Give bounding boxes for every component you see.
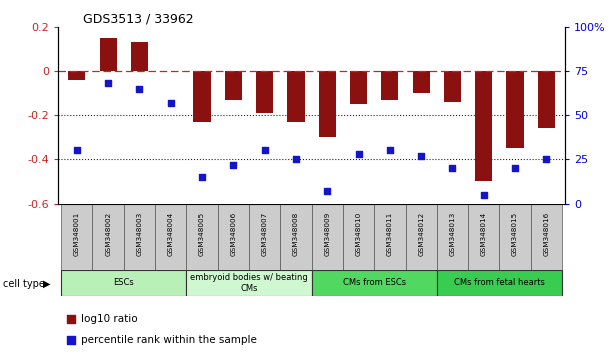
Text: percentile rank within the sample: percentile rank within the sample bbox=[81, 335, 257, 345]
FancyBboxPatch shape bbox=[374, 204, 406, 271]
FancyBboxPatch shape bbox=[92, 204, 124, 271]
FancyBboxPatch shape bbox=[499, 204, 531, 271]
Text: GSM348005: GSM348005 bbox=[199, 212, 205, 256]
Text: ESCs: ESCs bbox=[114, 278, 134, 287]
Bar bbox=[475, 71, 492, 181]
Bar bbox=[131, 42, 148, 71]
Text: GSM348012: GSM348012 bbox=[418, 212, 424, 256]
Text: GSM348008: GSM348008 bbox=[293, 212, 299, 256]
Bar bbox=[225, 71, 242, 99]
Text: log10 ratio: log10 ratio bbox=[81, 314, 137, 324]
Bar bbox=[444, 71, 461, 102]
Point bbox=[416, 153, 426, 159]
Text: GSM348009: GSM348009 bbox=[324, 212, 331, 256]
FancyBboxPatch shape bbox=[61, 270, 186, 296]
Bar bbox=[319, 71, 336, 137]
Text: GSM348015: GSM348015 bbox=[512, 212, 518, 256]
Point bbox=[134, 86, 144, 91]
Text: GSM348001: GSM348001 bbox=[74, 212, 80, 256]
Text: cell type: cell type bbox=[3, 279, 45, 289]
Text: GSM348013: GSM348013 bbox=[450, 212, 455, 256]
Point bbox=[385, 148, 395, 153]
FancyBboxPatch shape bbox=[218, 204, 249, 271]
FancyBboxPatch shape bbox=[468, 204, 499, 271]
Point bbox=[422, 230, 432, 235]
FancyBboxPatch shape bbox=[312, 204, 343, 271]
Bar bbox=[100, 38, 117, 71]
FancyBboxPatch shape bbox=[155, 204, 186, 271]
Bar bbox=[68, 71, 86, 80]
FancyBboxPatch shape bbox=[437, 204, 468, 271]
Text: GDS3513 / 33962: GDS3513 / 33962 bbox=[83, 12, 194, 25]
FancyBboxPatch shape bbox=[124, 204, 155, 271]
Text: GSM348014: GSM348014 bbox=[481, 212, 487, 256]
Point bbox=[103, 80, 113, 86]
Text: GSM348007: GSM348007 bbox=[262, 212, 268, 256]
Text: GSM348002: GSM348002 bbox=[105, 212, 111, 256]
Point bbox=[72, 148, 82, 153]
FancyBboxPatch shape bbox=[406, 204, 437, 271]
Bar bbox=[381, 71, 398, 99]
FancyBboxPatch shape bbox=[186, 270, 312, 296]
FancyBboxPatch shape bbox=[437, 270, 562, 296]
Text: GSM348010: GSM348010 bbox=[356, 212, 362, 256]
FancyBboxPatch shape bbox=[280, 204, 312, 271]
Text: ▶: ▶ bbox=[43, 279, 51, 289]
FancyBboxPatch shape bbox=[61, 204, 92, 271]
Bar bbox=[507, 71, 524, 148]
Point bbox=[323, 188, 332, 194]
Point bbox=[291, 156, 301, 162]
FancyBboxPatch shape bbox=[249, 204, 280, 271]
Point bbox=[479, 192, 489, 198]
Point bbox=[260, 148, 269, 153]
Text: GSM348016: GSM348016 bbox=[543, 212, 549, 256]
FancyBboxPatch shape bbox=[186, 204, 218, 271]
Text: GSM348004: GSM348004 bbox=[168, 212, 174, 256]
Point bbox=[354, 151, 364, 157]
Point bbox=[197, 174, 207, 180]
FancyBboxPatch shape bbox=[531, 204, 562, 271]
Point bbox=[510, 165, 520, 171]
Text: GSM348006: GSM348006 bbox=[230, 212, 236, 256]
Bar bbox=[538, 71, 555, 129]
Point bbox=[448, 165, 458, 171]
Text: CMs from fetal hearts: CMs from fetal hearts bbox=[454, 278, 545, 287]
Point bbox=[166, 100, 175, 105]
Bar bbox=[256, 71, 273, 113]
Point bbox=[422, 37, 432, 42]
Point bbox=[541, 156, 551, 162]
Bar bbox=[350, 71, 367, 104]
FancyBboxPatch shape bbox=[312, 270, 437, 296]
Bar bbox=[412, 71, 430, 93]
FancyBboxPatch shape bbox=[343, 204, 374, 271]
Text: GSM348003: GSM348003 bbox=[136, 212, 142, 256]
Bar bbox=[194, 71, 211, 122]
Point bbox=[229, 162, 238, 167]
Text: GSM348011: GSM348011 bbox=[387, 212, 393, 256]
Text: embryoid bodies w/ beating
CMs: embryoid bodies w/ beating CMs bbox=[190, 273, 308, 292]
Bar bbox=[287, 71, 304, 122]
Text: CMs from ESCs: CMs from ESCs bbox=[343, 278, 406, 287]
